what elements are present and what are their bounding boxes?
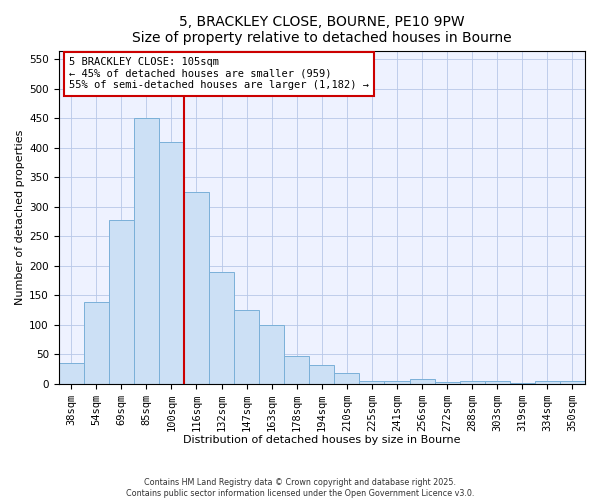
Title: 5, BRACKLEY CLOSE, BOURNE, PE10 9PW
Size of property relative to detached houses: 5, BRACKLEY CLOSE, BOURNE, PE10 9PW Size… [132, 15, 512, 45]
Bar [134, 118, 159, 384]
Bar [434, 382, 460, 384]
Bar [560, 380, 585, 384]
Bar [460, 380, 485, 384]
Y-axis label: Number of detached properties: Number of detached properties [15, 130, 25, 305]
Text: 5 BRACKLEY CLOSE: 105sqm
← 45% of detached houses are smaller (959)
55% of semi-: 5 BRACKLEY CLOSE: 105sqm ← 45% of detach… [69, 57, 369, 90]
Bar [59, 363, 84, 384]
Bar [535, 380, 560, 384]
Bar [259, 324, 284, 384]
Bar [510, 383, 535, 384]
Bar [485, 380, 510, 384]
Bar [184, 192, 209, 384]
Bar [410, 379, 434, 384]
Bar [109, 220, 134, 384]
Bar [159, 142, 184, 384]
Bar [385, 380, 410, 384]
Bar [234, 310, 259, 384]
Bar [359, 380, 385, 384]
Bar [284, 356, 309, 384]
Bar [84, 302, 109, 384]
Text: Contains HM Land Registry data © Crown copyright and database right 2025.
Contai: Contains HM Land Registry data © Crown c… [126, 478, 474, 498]
Bar [209, 272, 234, 384]
X-axis label: Distribution of detached houses by size in Bourne: Distribution of detached houses by size … [183, 435, 461, 445]
Bar [309, 366, 334, 384]
Bar [334, 373, 359, 384]
